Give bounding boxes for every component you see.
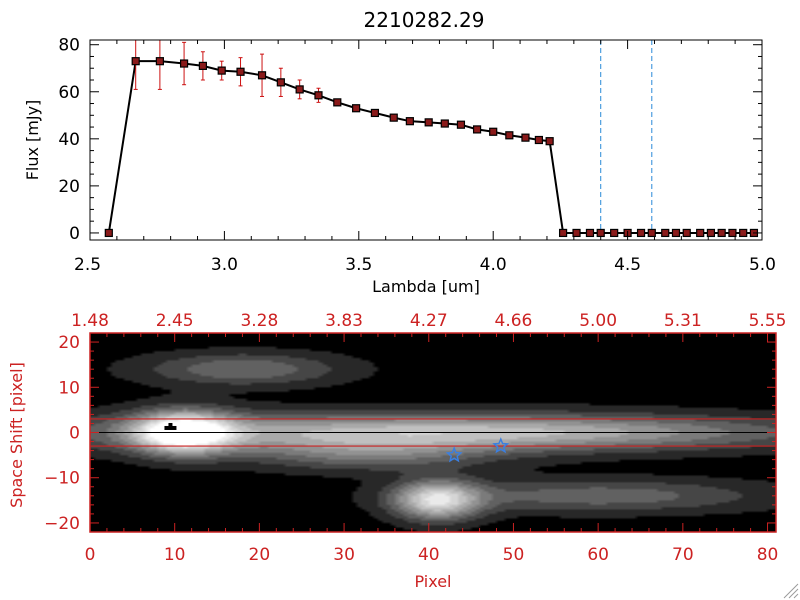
star-marker-icon	[445, 446, 463, 463]
y-tick-label: 20	[58, 177, 80, 197]
data-point	[405, 117, 414, 126]
data-point	[717, 228, 726, 238]
spectrum-frame	[89, 39, 763, 241]
data-point	[236, 67, 245, 76]
data-point	[179, 59, 189, 68]
y-tick-label: 20	[58, 333, 80, 353]
top-wavelength-tick-label: 4.27	[410, 311, 448, 331]
data-point	[314, 91, 323, 100]
resize-grip-icon[interactable]	[783, 583, 799, 599]
x-tick-label: 2.5	[74, 255, 101, 275]
x-tick-label: 60	[587, 545, 609, 565]
y-tick-label: 0	[69, 424, 80, 444]
data-point	[558, 228, 568, 238]
x-tick-label: 3.5	[345, 255, 372, 275]
spectral-image-ylabel: Space Shift [pixel]	[7, 362, 26, 508]
data-point	[521, 133, 530, 142]
x-tick-label: 30	[333, 545, 355, 565]
spectrum-title: 2210282.29	[364, 8, 485, 32]
y-tick-label: −20	[44, 514, 80, 534]
data-point	[131, 57, 140, 66]
y-tick-label: −10	[44, 469, 80, 489]
data-point	[489, 127, 498, 136]
top-wavelength-tick-label: 5.31	[664, 311, 702, 331]
x-tick-label: 4.5	[614, 255, 641, 275]
data-point	[728, 228, 737, 238]
data-point	[682, 228, 691, 238]
data-point	[739, 228, 748, 238]
y-tick-label: 0	[69, 224, 80, 244]
x-tick-label: 80	[757, 545, 779, 565]
data-point	[104, 228, 113, 238]
x-tick-label: 3.0	[211, 255, 238, 275]
x-tick-label: 4.0	[480, 255, 507, 275]
data-point	[505, 131, 514, 140]
top-wavelength-tick-label: 5.55	[749, 311, 787, 331]
data-point	[472, 125, 482, 134]
data-point	[155, 57, 164, 66]
star-marker-icon	[492, 437, 510, 454]
flux-line	[107, 60, 754, 234]
x-tick-label: 5.0	[749, 255, 776, 275]
data-point	[257, 71, 267, 80]
data-point	[295, 85, 304, 94]
data-point	[572, 228, 581, 238]
data-point	[370, 108, 380, 118]
data-point	[545, 137, 554, 146]
data-point	[647, 228, 656, 238]
data-point	[198, 61, 207, 70]
x-tick-label: 0	[85, 545, 96, 565]
data-point	[217, 66, 226, 75]
top-wavelength-tick-label: 5.00	[579, 311, 617, 331]
y-tick-label: 80	[58, 36, 80, 56]
data-point	[424, 118, 433, 127]
data-point	[636, 228, 646, 238]
peak-marker	[168, 422, 173, 427]
spectrum-ylabel: Flux [mJy]	[23, 100, 42, 181]
data-point	[456, 120, 466, 129]
y-tick-label: 40	[58, 130, 80, 150]
data-point	[352, 104, 361, 113]
y-tick-label: 10	[58, 378, 80, 398]
data-point	[671, 228, 681, 238]
top-wavelength-tick-label: 1.48	[71, 311, 109, 331]
x-tick-label: 40	[418, 545, 440, 565]
data-point	[610, 228, 619, 238]
x-tick-label: 20	[249, 545, 271, 565]
top-wavelength-tick-label: 4.66	[495, 311, 533, 331]
data-point	[661, 228, 670, 238]
data-point	[706, 228, 716, 238]
data-point	[534, 135, 543, 145]
data-point	[696, 228, 705, 238]
top-wavelength-tick-label: 3.83	[325, 311, 363, 331]
data-point	[440, 119, 449, 128]
spectrum-xlabel: Lambda [um]	[372, 277, 480, 296]
spectral-image-ticks: 0 1.48 10 2.45 20 3.28 30 3.83 40 4.27 50 4.66 60 5.0…	[44, 311, 786, 565]
spectrum-plot-area	[104, 39, 759, 240]
spectral-image-overlay	[90, 418, 776, 463]
x-tick-label: 50	[503, 545, 525, 565]
x-tick-label: 10	[164, 545, 186, 565]
peak-marker	[164, 425, 177, 430]
spectrum-ticks: 2.5 3.0 3.5 4.0 4.5 5.0 0 20 40 60 80	[58, 36, 776, 275]
x-tick-label: 70	[672, 545, 694, 565]
spectral-image-xlabel: Pixel	[414, 572, 451, 591]
y-tick-label: 60	[58, 83, 80, 103]
data-point	[276, 78, 285, 87]
top-wavelength-tick-label: 3.28	[240, 311, 278, 331]
data-point	[389, 113, 398, 122]
data-point	[333, 98, 342, 107]
top-wavelength-tick-label: 2.45	[156, 311, 194, 331]
data-point	[596, 228, 605, 238]
data-point	[585, 228, 595, 238]
